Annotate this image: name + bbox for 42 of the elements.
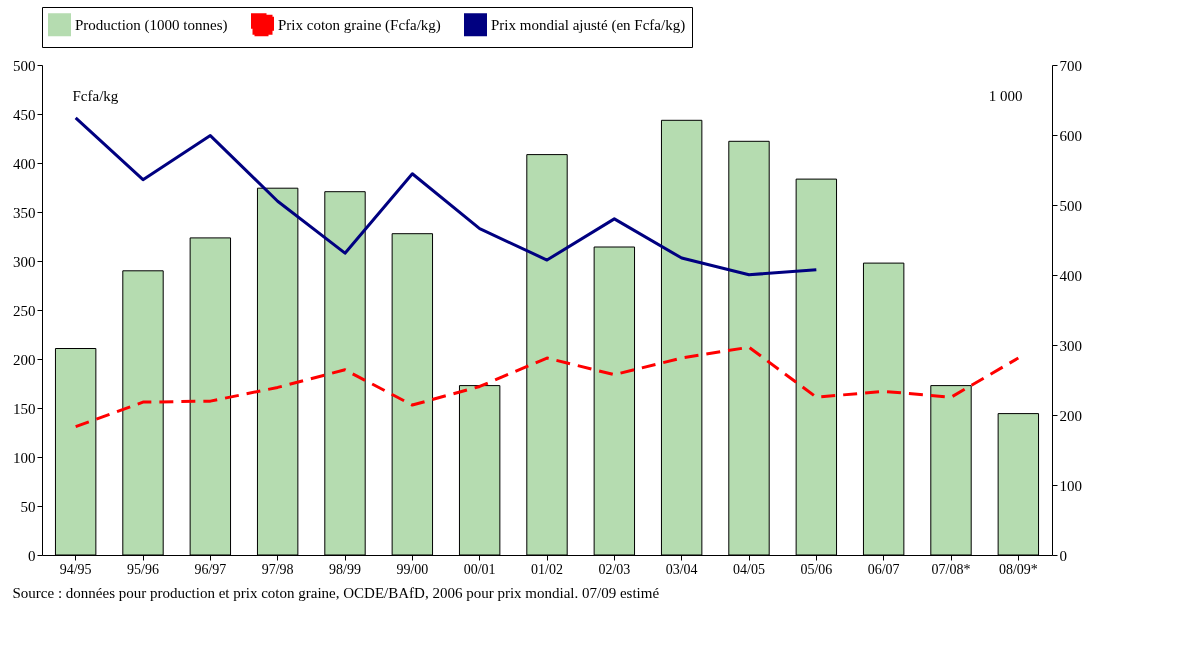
x-tick-label: 97/98 xyxy=(261,561,294,577)
y-tick-label: 450 xyxy=(13,106,36,123)
legend-label: Production (1000 tonnes) xyxy=(75,16,228,34)
x-tick-label: 96/97 xyxy=(194,561,227,577)
y-tick-label: 200 xyxy=(13,351,36,368)
line-series xyxy=(74,345,1020,429)
y2-tick-label: 400 xyxy=(1059,267,1082,284)
x-tick-label: 05/06 xyxy=(800,561,833,577)
x-tick-label: 95/96 xyxy=(127,561,159,577)
x-tick-label: 01/02 xyxy=(531,561,563,577)
x-tick-label: 08/09* xyxy=(998,561,1038,577)
x-tick-label: 03/04 xyxy=(665,561,698,577)
legend-label: Prix mondial ajusté (en Fcfa/kg) xyxy=(491,16,686,34)
y-tick-label: 50 xyxy=(20,498,36,515)
x-tick-label: 06/07 xyxy=(867,561,900,577)
line-series xyxy=(74,116,818,277)
x-tick-label: 94/95 xyxy=(59,561,92,577)
y-tick-label: 300 xyxy=(13,253,36,270)
y2-tick-label: 700 xyxy=(1059,57,1082,74)
legend-label: Prix coton graine (Fcfa/kg) xyxy=(278,16,441,34)
y2-tick-label: 200 xyxy=(1059,407,1082,424)
y-axis-title: Fcfa/kg xyxy=(72,87,119,104)
x-tick-label: 99/00 xyxy=(396,561,429,577)
x-tick-label: 98/99 xyxy=(329,561,361,577)
y-tick-label: 400 xyxy=(13,155,36,172)
x-tick-label: 02/03 xyxy=(598,561,631,577)
y-tick-label: 100 xyxy=(13,449,36,466)
y2-tick-label: 300 xyxy=(1059,337,1082,354)
y-tick-label: 150 xyxy=(13,400,36,417)
y2-axis-title: 1 000 xyxy=(988,87,1023,104)
x-tick-label: 04/05 xyxy=(733,561,765,577)
y-tick-label: 500 xyxy=(13,57,36,74)
y-tick-label: 250 xyxy=(13,302,36,319)
x-tick-label: 07/08* xyxy=(931,561,971,577)
y2-tick-label: 500 xyxy=(1059,197,1082,214)
y-tick-label: 0 xyxy=(28,547,36,564)
source-note: Source : données pour production et prix coton graine, OCDE/BAfD, 2006 pour prix mondial. 07/09 estimé xyxy=(12,585,660,601)
y2-tick-label: 600 xyxy=(1059,127,1082,144)
y-tick-label: 350 xyxy=(13,204,36,221)
y2-tick-label: 0 xyxy=(1059,547,1067,564)
y2-tick-label: 100 xyxy=(1059,477,1082,494)
x-tick-label: 00/01 xyxy=(463,561,496,577)
